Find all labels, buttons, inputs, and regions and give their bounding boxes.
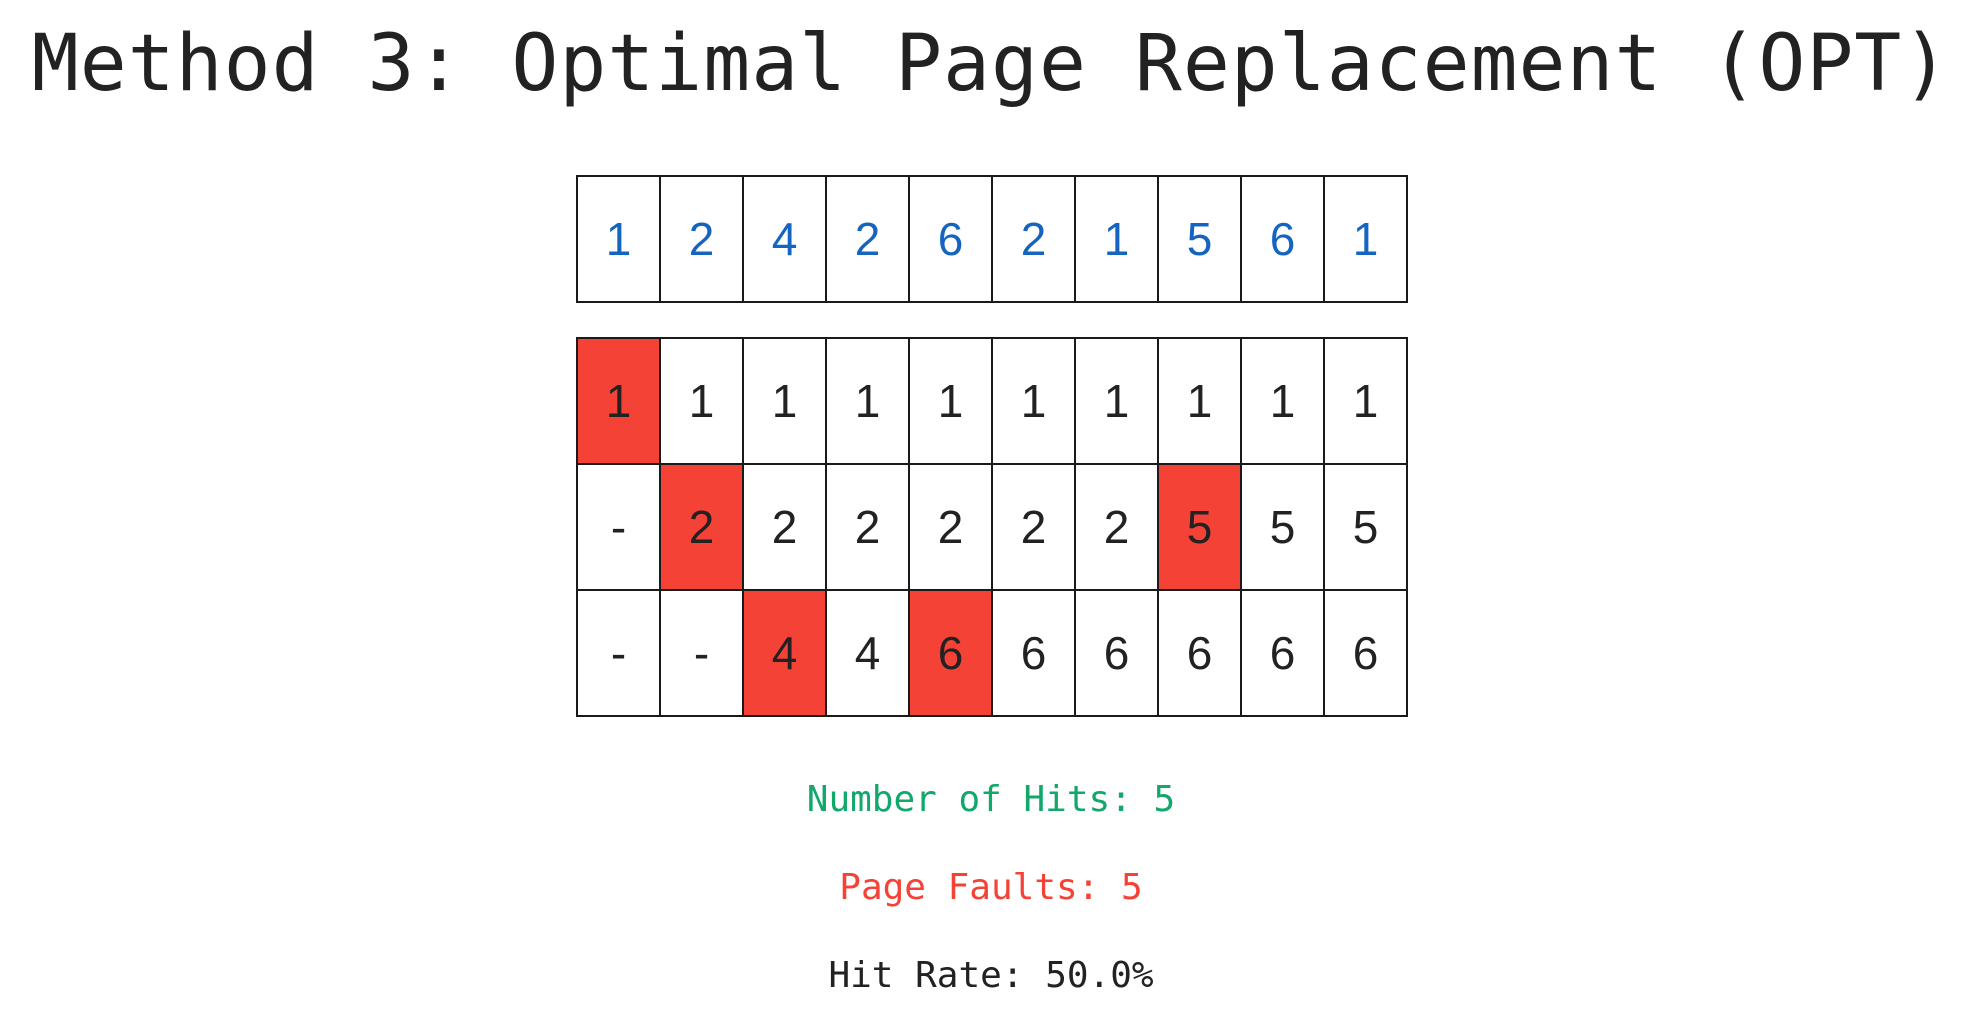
- page-title: Method 3: Optimal Page Replacement (OPT): [31, 19, 1951, 109]
- frame-cell: 1: [825, 337, 910, 465]
- reference-cell: 2: [991, 175, 1076, 303]
- hits-label: Number of Hits:: [806, 779, 1154, 820]
- frame-row-2: - 2 2 2 2 2 2 5 5 5: [576, 463, 1408, 591]
- frame-cell: 4: [825, 589, 910, 717]
- reference-cell: 6: [1240, 175, 1325, 303]
- frame-cell: 1: [742, 337, 827, 465]
- hit-rate-label: Hit Rate:: [828, 955, 1046, 996]
- frame-cell: 1: [1074, 337, 1159, 465]
- page-fault-cell: 4: [742, 589, 827, 717]
- frame-cell: 2: [742, 463, 827, 591]
- frame-cell: 6: [1157, 589, 1242, 717]
- page-fault-cell: 2: [659, 463, 744, 591]
- reference-string-table: 1 2 4 2 6 2 1 5 6 1: [576, 175, 1408, 303]
- hit-rate-value: 50.0%: [1045, 955, 1154, 996]
- page-faults-value: 5: [1121, 867, 1143, 908]
- frame-cell: 2: [991, 463, 1076, 591]
- reference-cell: 2: [659, 175, 744, 303]
- frame-cell: 1: [991, 337, 1076, 465]
- frame-cell: -: [659, 589, 744, 717]
- frame-row-1: 1 1 1 1 1 1 1 1 1 1: [576, 337, 1408, 465]
- page-faults-label: Page Faults:: [839, 867, 1122, 908]
- frame-cell: 6: [1074, 589, 1159, 717]
- frame-cell: 1: [908, 337, 993, 465]
- hit-rate-stat: Hit Rate: 50.0%: [0, 954, 1982, 998]
- frame-cell: 6: [991, 589, 1076, 717]
- page-fault-cell: 1: [576, 337, 661, 465]
- frame-cell: -: [576, 463, 661, 591]
- frame-cell: 2: [1074, 463, 1159, 591]
- reference-cell: 5: [1157, 175, 1242, 303]
- frame-cell: 1: [659, 337, 744, 465]
- frame-cell: 6: [1323, 589, 1408, 717]
- page-fault-cell: 5: [1157, 463, 1242, 591]
- hits-stat: Number of Hits: 5: [0, 778, 1982, 822]
- frame-cell: 6: [1240, 589, 1325, 717]
- reference-string-row: 1 2 4 2 6 2 1 5 6 1: [576, 175, 1408, 303]
- frame-cell: 2: [825, 463, 910, 591]
- reference-cell: 2: [825, 175, 910, 303]
- page-fault-cell: 6: [908, 589, 993, 717]
- reference-cell: 6: [908, 175, 993, 303]
- frame-row-3: - - 4 4 6 6 6 6 6 6: [576, 589, 1408, 717]
- frame-cell: 1: [1240, 337, 1325, 465]
- page-faults-stat: Page Faults: 5: [0, 866, 1982, 910]
- frame-table: 1 1 1 1 1 1 1 1 1 1 - 2 2 2 2 2 2 5 5 5 …: [576, 337, 1408, 717]
- reference-cell: 1: [1323, 175, 1408, 303]
- frame-cell: -: [576, 589, 661, 717]
- reference-cell: 4: [742, 175, 827, 303]
- frame-cell: 1: [1323, 337, 1408, 465]
- frame-cell: 5: [1323, 463, 1408, 591]
- reference-cell: 1: [576, 175, 661, 303]
- frame-cell: 1: [1157, 337, 1242, 465]
- frame-cell: 5: [1240, 463, 1325, 591]
- reference-cell: 1: [1074, 175, 1159, 303]
- hits-value: 5: [1153, 779, 1176, 820]
- frame-cell: 2: [908, 463, 993, 591]
